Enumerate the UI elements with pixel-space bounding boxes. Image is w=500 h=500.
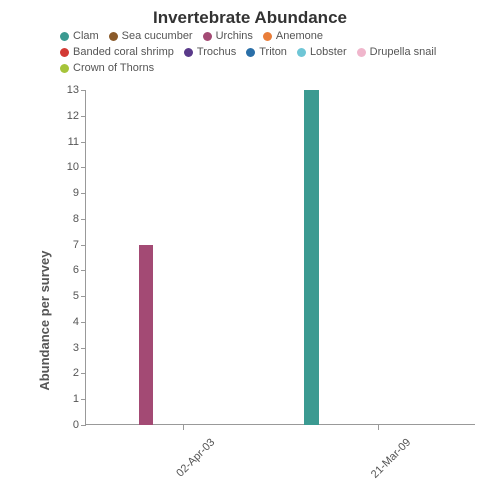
y-tick: 6 bbox=[73, 264, 85, 276]
legend-swatch bbox=[60, 64, 69, 73]
chart-container: Invertebrate Abundance Clam Sea cucumber U… bbox=[0, 0, 500, 500]
legend-swatch bbox=[357, 48, 366, 57]
legend-swatch bbox=[246, 48, 255, 57]
legend-item: Crown of Thorns bbox=[60, 62, 154, 74]
y-tick: 1 bbox=[73, 393, 85, 405]
y-tick: 3 bbox=[73, 342, 85, 354]
x-tick-mark bbox=[378, 425, 379, 430]
legend-swatch bbox=[263, 32, 272, 41]
legend-item: Sea cucumber bbox=[109, 30, 193, 42]
bar bbox=[139, 245, 154, 425]
y-tick: 11 bbox=[68, 136, 85, 148]
x-tick-label: 21-Mar-09 bbox=[367, 435, 413, 481]
legend-item: Clam bbox=[60, 30, 99, 42]
legend-item: Anemone bbox=[263, 30, 323, 42]
legend-label: Crown of Thorns bbox=[73, 62, 154, 74]
y-axis-line bbox=[85, 90, 86, 425]
legend-label: Clam bbox=[73, 30, 99, 42]
legend-item: Triton bbox=[246, 46, 287, 58]
y-tick: 9 bbox=[73, 187, 85, 199]
legend-swatch bbox=[184, 48, 193, 57]
legend-item: Drupella snail bbox=[357, 46, 437, 58]
bar bbox=[304, 90, 319, 425]
legend-label: Anemone bbox=[276, 30, 323, 42]
legend-label: Trochus bbox=[197, 46, 236, 58]
y-tick: 12 bbox=[67, 110, 85, 122]
legend-item: Lobster bbox=[297, 46, 347, 58]
legend-label: Drupella snail bbox=[370, 46, 437, 58]
y-tick: 4 bbox=[73, 316, 85, 328]
y-tick: 5 bbox=[73, 290, 85, 302]
y-tick: 0 bbox=[73, 419, 85, 431]
legend-swatch bbox=[297, 48, 306, 57]
legend-item: Banded coral shrimp bbox=[60, 46, 174, 58]
legend-swatch bbox=[109, 32, 118, 41]
legend-label: Sea cucumber bbox=[122, 30, 193, 42]
legend: Clam Sea cucumber Urchins Anemone Banded cor… bbox=[60, 30, 440, 74]
legend-label: Urchins bbox=[216, 30, 253, 42]
plot-area: Abundance per survey 0123456789101112130… bbox=[85, 90, 475, 425]
legend-swatch bbox=[60, 48, 69, 57]
legend-label: Banded coral shrimp bbox=[73, 46, 174, 58]
y-tick: 7 bbox=[73, 239, 85, 251]
legend-swatch bbox=[60, 32, 69, 41]
y-tick: 8 bbox=[73, 213, 85, 225]
y-tick: 13 bbox=[67, 84, 85, 96]
legend-label: Triton bbox=[259, 46, 287, 58]
x-tick-mark bbox=[183, 425, 184, 430]
chart-title: Invertebrate Abundance bbox=[0, 8, 500, 28]
y-tick: 2 bbox=[73, 367, 85, 379]
legend-swatch bbox=[203, 32, 212, 41]
legend-label: Lobster bbox=[310, 46, 347, 58]
legend-item: Urchins bbox=[203, 30, 253, 42]
y-tick: 10 bbox=[67, 161, 85, 173]
legend-item: Trochus bbox=[184, 46, 236, 58]
x-tick-label: 02-Apr-03 bbox=[172, 435, 216, 479]
y-axis-label: Abundance per survey bbox=[37, 250, 52, 390]
